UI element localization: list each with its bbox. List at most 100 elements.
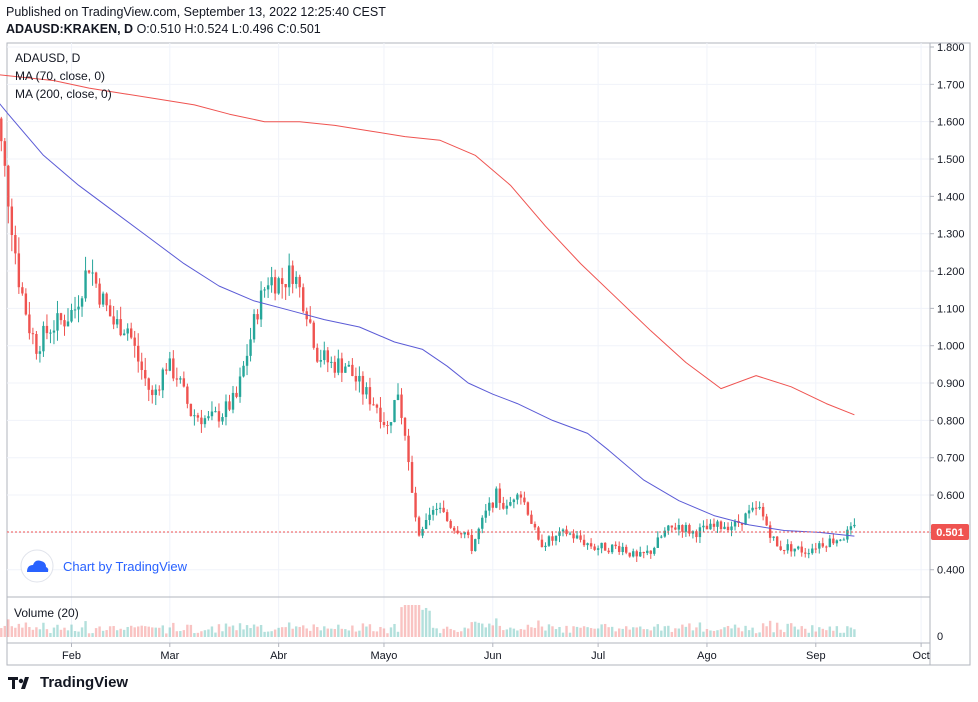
price-tick-label: 0.800 [937,415,965,427]
candle-body [256,314,259,320]
candle [730,521,733,537]
volume-bar [382,628,386,637]
candle [540,534,544,548]
candle [832,533,835,546]
volume-bar [698,622,702,637]
volume-bar [691,630,695,637]
candle [603,542,607,551]
candle-body [593,546,596,550]
candle-body [42,325,45,352]
candle-body [765,516,768,526]
volume-bar [221,631,224,637]
candle [607,547,610,554]
candle [105,292,108,312]
candle-body [681,525,684,532]
volume-bar [273,629,277,637]
volume-bar [579,627,582,637]
candle-body [849,526,853,530]
volume-bar [80,627,84,637]
candle-body [516,494,519,500]
candle [488,497,491,516]
footer-brand[interactable]: TradingView [8,674,128,691]
legend-ma70[interactable]: MA (70, close, 0) [15,69,105,83]
price-tick-label: 1.200 [937,266,965,278]
candle-body [667,525,670,531]
candle-body [495,488,498,508]
candle [614,541,617,550]
candle [656,531,659,548]
candle-body [84,270,87,299]
candle-body [73,309,77,311]
candle [765,513,768,526]
candle-body [31,333,35,335]
candle [431,505,435,521]
candle-body [677,525,681,530]
candle-body [193,415,196,417]
volume-bar [702,631,705,637]
candle [10,198,14,252]
volume-bar [375,631,379,637]
candle [417,515,421,537]
candle [460,532,463,539]
volume-bar [463,627,466,637]
candle-body [586,543,589,546]
volume-bar [537,620,540,637]
volume-bar [530,627,533,637]
candle-body [91,272,94,274]
volume-bar [484,627,487,637]
candle-body [835,540,839,544]
volume-bar [294,626,298,637]
candle-body [179,378,182,380]
candle [66,308,70,327]
candle-body [14,235,17,254]
candle [0,116,3,152]
legend-ma200[interactable]: MA (200, close, 0) [15,87,112,101]
candle-body [10,206,14,236]
candle-body [80,298,84,307]
candle-body [438,507,442,509]
volume-bar [551,626,554,637]
volume-bar [730,628,733,637]
candle [98,278,101,308]
candle [24,288,28,316]
candle-body [414,492,417,518]
volume-bar [670,631,674,637]
volume-bar [403,605,407,637]
candle-body [410,462,414,493]
candle [519,491,523,505]
volume-bar [147,626,150,637]
candle [842,537,846,541]
candle [217,403,221,428]
volume-bar [249,628,252,637]
volume-bar [568,632,572,637]
candle-body [122,333,126,336]
candle [302,283,305,314]
volume-bar [452,630,456,637]
volume-bar [280,627,284,637]
candle [200,409,203,433]
volume-bar [84,621,87,637]
candle [723,522,726,530]
volume-bar [505,629,509,637]
volume-bar [797,629,800,637]
candle-body [747,510,751,514]
volume-bar [677,628,681,637]
candle-body [263,289,266,291]
candle [45,314,49,340]
candle [273,269,277,301]
candle [719,520,723,533]
candle-body [252,314,256,340]
candle-body [828,538,832,547]
candle [709,519,712,530]
volume-bar [565,625,568,637]
candle [389,421,393,434]
candle [280,267,284,299]
candle-body [782,549,786,551]
candle-body [294,276,298,284]
candle-body [449,520,452,528]
candle [565,525,568,537]
watermark[interactable]: Chart by TradingView [20,549,188,583]
volume-bar [291,628,294,637]
candle [414,486,417,522]
